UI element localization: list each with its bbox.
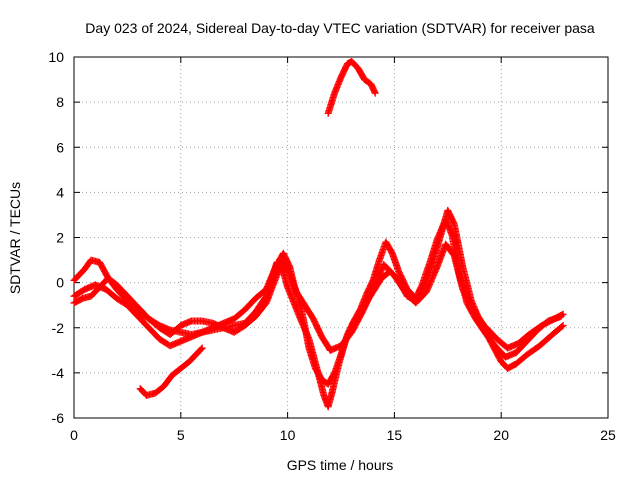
data-point (559, 321, 567, 329)
data-point (559, 310, 567, 318)
y-tick-label: -2 (52, 320, 65, 336)
x-tick-label: 5 (177, 427, 185, 443)
x-tick-label: 10 (280, 427, 296, 443)
y-tick-label: 6 (56, 139, 64, 155)
x-tick-label: 20 (493, 427, 509, 443)
y-tick-label: 8 (56, 94, 64, 110)
y-tick-label: -4 (52, 365, 65, 381)
y-tick-label: 10 (48, 49, 64, 65)
series-trace-e (324, 58, 379, 117)
x-tick-label: 0 (70, 427, 78, 443)
data-point (558, 322, 566, 330)
y-axis-label: SDTVAR / TECUs (7, 182, 23, 294)
data-point (197, 345, 205, 353)
y-tick-label: 2 (56, 230, 64, 246)
axis-ticks (73, 56, 609, 419)
x-tick-label: 15 (387, 427, 403, 443)
y-tick-label: -6 (52, 410, 65, 426)
x-axis-label: GPS time / hours (287, 457, 394, 473)
x-tick-labels: 0 5 10 15 20 25 (70, 427, 616, 443)
series-trace-d (136, 344, 206, 399)
data-point (371, 89, 379, 97)
y-tick-label: 4 (56, 184, 64, 200)
x-tick-label: 25 (600, 427, 616, 443)
y-tick-label: 0 (56, 275, 64, 291)
series-trace-b (70, 215, 565, 388)
grid (74, 57, 608, 418)
y-tick-labels: -6 -4 -2 0 2 4 6 8 10 (48, 49, 64, 426)
chart-title: Day 023 of 2024, Sidereal Day-to-day VTE… (85, 20, 595, 36)
series-trace-c (70, 240, 567, 354)
data-points (70, 58, 567, 411)
data-point (198, 344, 206, 352)
